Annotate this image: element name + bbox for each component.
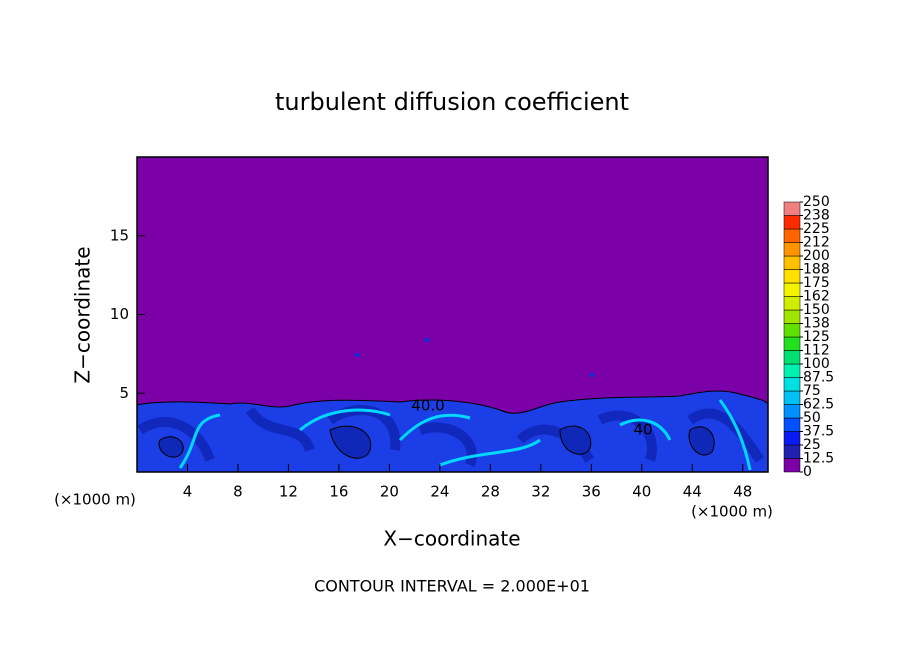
colorbar-label: 0 bbox=[803, 464, 812, 480]
x-tick-label: 32 bbox=[531, 483, 550, 501]
colorbar-band bbox=[783, 242, 801, 257]
colorbar-band bbox=[783, 255, 801, 270]
colorbar-band bbox=[783, 444, 801, 459]
colorbar-label: 50 bbox=[803, 410, 821, 426]
colorbar-label: 100 bbox=[803, 356, 830, 372]
x-tick-label: 16 bbox=[329, 483, 348, 501]
colorbar-band bbox=[783, 201, 801, 216]
colorbar-band bbox=[783, 390, 801, 405]
colorbar-label: 238 bbox=[803, 208, 830, 224]
x-unit-label: (×1000 m) bbox=[54, 491, 136, 509]
contour-line bbox=[158, 425, 715, 459]
colorbar-label: 112 bbox=[803, 343, 830, 359]
colorbar-label: 188 bbox=[803, 262, 830, 278]
colorbar-label: 138 bbox=[803, 316, 830, 332]
colorbar-band bbox=[783, 323, 801, 338]
x-tick-label: 48 bbox=[733, 483, 752, 501]
colorbar-band bbox=[783, 282, 801, 297]
y-axis-label: Z−coordinate bbox=[71, 246, 95, 383]
y-tick-label: 5 bbox=[119, 384, 129, 402]
colorbar-band bbox=[783, 404, 801, 419]
x-tick-label: 8 bbox=[233, 483, 243, 501]
x-tick-label: 12 bbox=[279, 483, 298, 501]
colorbar-band bbox=[783, 296, 801, 311]
x-axis-label: X−coordinate bbox=[383, 527, 520, 551]
colorbar-band bbox=[783, 336, 801, 351]
x-unit-label: (×1000 m) bbox=[691, 503, 773, 521]
patch bbox=[589, 373, 595, 377]
colorbar-band bbox=[783, 431, 801, 446]
colorbar-band bbox=[783, 269, 801, 284]
footnote: CONTOUR INTERVAL = 2.000E+01 bbox=[314, 577, 590, 596]
colorbar-band bbox=[783, 350, 801, 365]
patch bbox=[424, 338, 430, 342]
colorbar-label: 62.5 bbox=[803, 397, 834, 413]
colorbar-label: 150 bbox=[803, 302, 830, 318]
high-diffusion-streak bbox=[178, 399, 752, 471]
patch bbox=[354, 353, 360, 357]
x-tick-label: 20 bbox=[380, 483, 399, 501]
colorbar-band bbox=[783, 363, 801, 378]
field bbox=[136, 156, 769, 473]
x-tick-label: 36 bbox=[582, 483, 601, 501]
colorbar-label: 225 bbox=[803, 221, 830, 237]
chart-title: turbulent diffusion coefficient bbox=[275, 88, 629, 116]
colorbar-label: 162 bbox=[803, 289, 830, 305]
colorbar-label: 175 bbox=[803, 275, 830, 291]
colorbar-label: 250 bbox=[803, 194, 830, 210]
colorbar-band bbox=[783, 228, 801, 243]
colorbar-band bbox=[783, 417, 801, 432]
colorbar-label: 37.5 bbox=[803, 424, 834, 440]
colorbar-band bbox=[783, 215, 801, 230]
contour-label: 40.0 bbox=[411, 397, 444, 415]
y-tick-label: 15 bbox=[110, 226, 129, 244]
colorbar-label: 200 bbox=[803, 248, 830, 264]
colorbar-band bbox=[783, 309, 801, 324]
colorbar-label: 212 bbox=[803, 235, 830, 251]
x-tick-label: 4 bbox=[183, 483, 193, 501]
colorbar-band bbox=[783, 458, 801, 473]
colorbar-band bbox=[783, 377, 801, 392]
y-tick-label: 10 bbox=[110, 305, 129, 323]
x-tick-label: 28 bbox=[481, 483, 500, 501]
x-tick-label: 24 bbox=[430, 483, 449, 501]
colorbar-label: 12.5 bbox=[803, 451, 834, 467]
contour-label: 40 bbox=[633, 421, 652, 439]
x-tick-label: 40 bbox=[632, 483, 651, 501]
colorbar-label: 25 bbox=[803, 437, 821, 453]
colorbar-label: 75 bbox=[803, 383, 821, 399]
x-tick-label: 44 bbox=[683, 483, 702, 501]
colorbar-label: 125 bbox=[803, 329, 830, 345]
colorbar-label: 87.5 bbox=[803, 370, 834, 386]
